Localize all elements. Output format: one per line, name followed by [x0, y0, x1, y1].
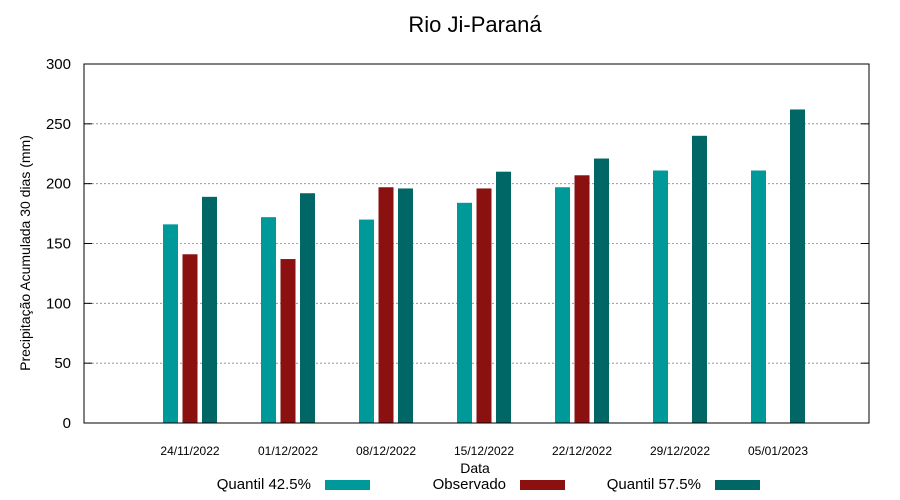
bar-quantil-57-5--1 — [300, 193, 315, 423]
bar-quantil-57-5--4 — [594, 158, 609, 423]
y-tick-label: 50 — [54, 355, 71, 372]
legend-swatch — [325, 480, 370, 490]
bar-observado-1 — [280, 259, 296, 423]
bar-quantil-42-5--5 — [653, 170, 668, 423]
legend: Quantil 42.5% Observado Quantil 57.5% — [217, 476, 760, 493]
bar-observado-4 — [574, 175, 590, 423]
bar-quantil-57-5--3 — [496, 171, 511, 423]
bar-quantil-57-5--2 — [398, 188, 413, 423]
x-tick-label: 01/12/2022 — [258, 444, 318, 458]
y-tick-label: 300 — [46, 56, 71, 73]
y-tick-label: 250 — [46, 116, 71, 133]
y-axis-label: Precipitação Acumulada 30 dias (mm) — [17, 135, 33, 371]
legend-label: Observado — [433, 476, 506, 493]
bar-quantil-42-5--0 — [163, 224, 178, 423]
bar-quantil-57-5--6 — [790, 109, 805, 424]
chart-title: Rio Ji-Paraná — [408, 12, 542, 37]
bar-quantil-57-5--0 — [202, 196, 217, 423]
legend-swatch — [520, 480, 565, 490]
bar-observado-3 — [476, 188, 492, 423]
x-axis-ticks: 24/11/2022 01/12/2022 08/12/2022 15/12/2022… — [160, 444, 808, 458]
x-axis-label: Data — [460, 460, 490, 476]
y-axis-ticks: 0 50 100 150 200 250 300 — [46, 56, 869, 432]
bar-quantil-42-5--3 — [457, 202, 472, 423]
legend-label: Quantil 57.5% — [607, 476, 701, 493]
y-tick-label: 200 — [46, 176, 71, 193]
bar-observado-0 — [182, 254, 198, 423]
bar-quantil-42-5--6 — [751, 170, 766, 423]
x-tick-label: 08/12/2022 — [356, 444, 416, 458]
legend-label: Quantil 42.5% — [217, 476, 311, 493]
x-tick-label: 15/12/2022 — [454, 444, 514, 458]
x-tick-label: 05/01/2023 — [748, 444, 808, 458]
bar-quantil-42-5--1 — [261, 217, 276, 423]
legend-swatch — [715, 480, 760, 490]
bar-observado-2 — [378, 187, 394, 423]
bar-quantil-57-5--5 — [692, 135, 707, 424]
bar-quantil-42-5--4 — [555, 187, 570, 423]
x-tick-label: 29/12/2022 — [650, 444, 710, 458]
y-tick-label: 150 — [46, 236, 71, 253]
bars — [163, 109, 805, 424]
y-tick-label: 100 — [46, 295, 71, 312]
y-tick-label: 0 — [63, 415, 71, 432]
x-tick-label: 24/11/2022 — [160, 444, 219, 458]
x-tick-label: 22/12/2022 — [552, 444, 612, 458]
bar-quantil-42-5--2 — [359, 219, 374, 423]
